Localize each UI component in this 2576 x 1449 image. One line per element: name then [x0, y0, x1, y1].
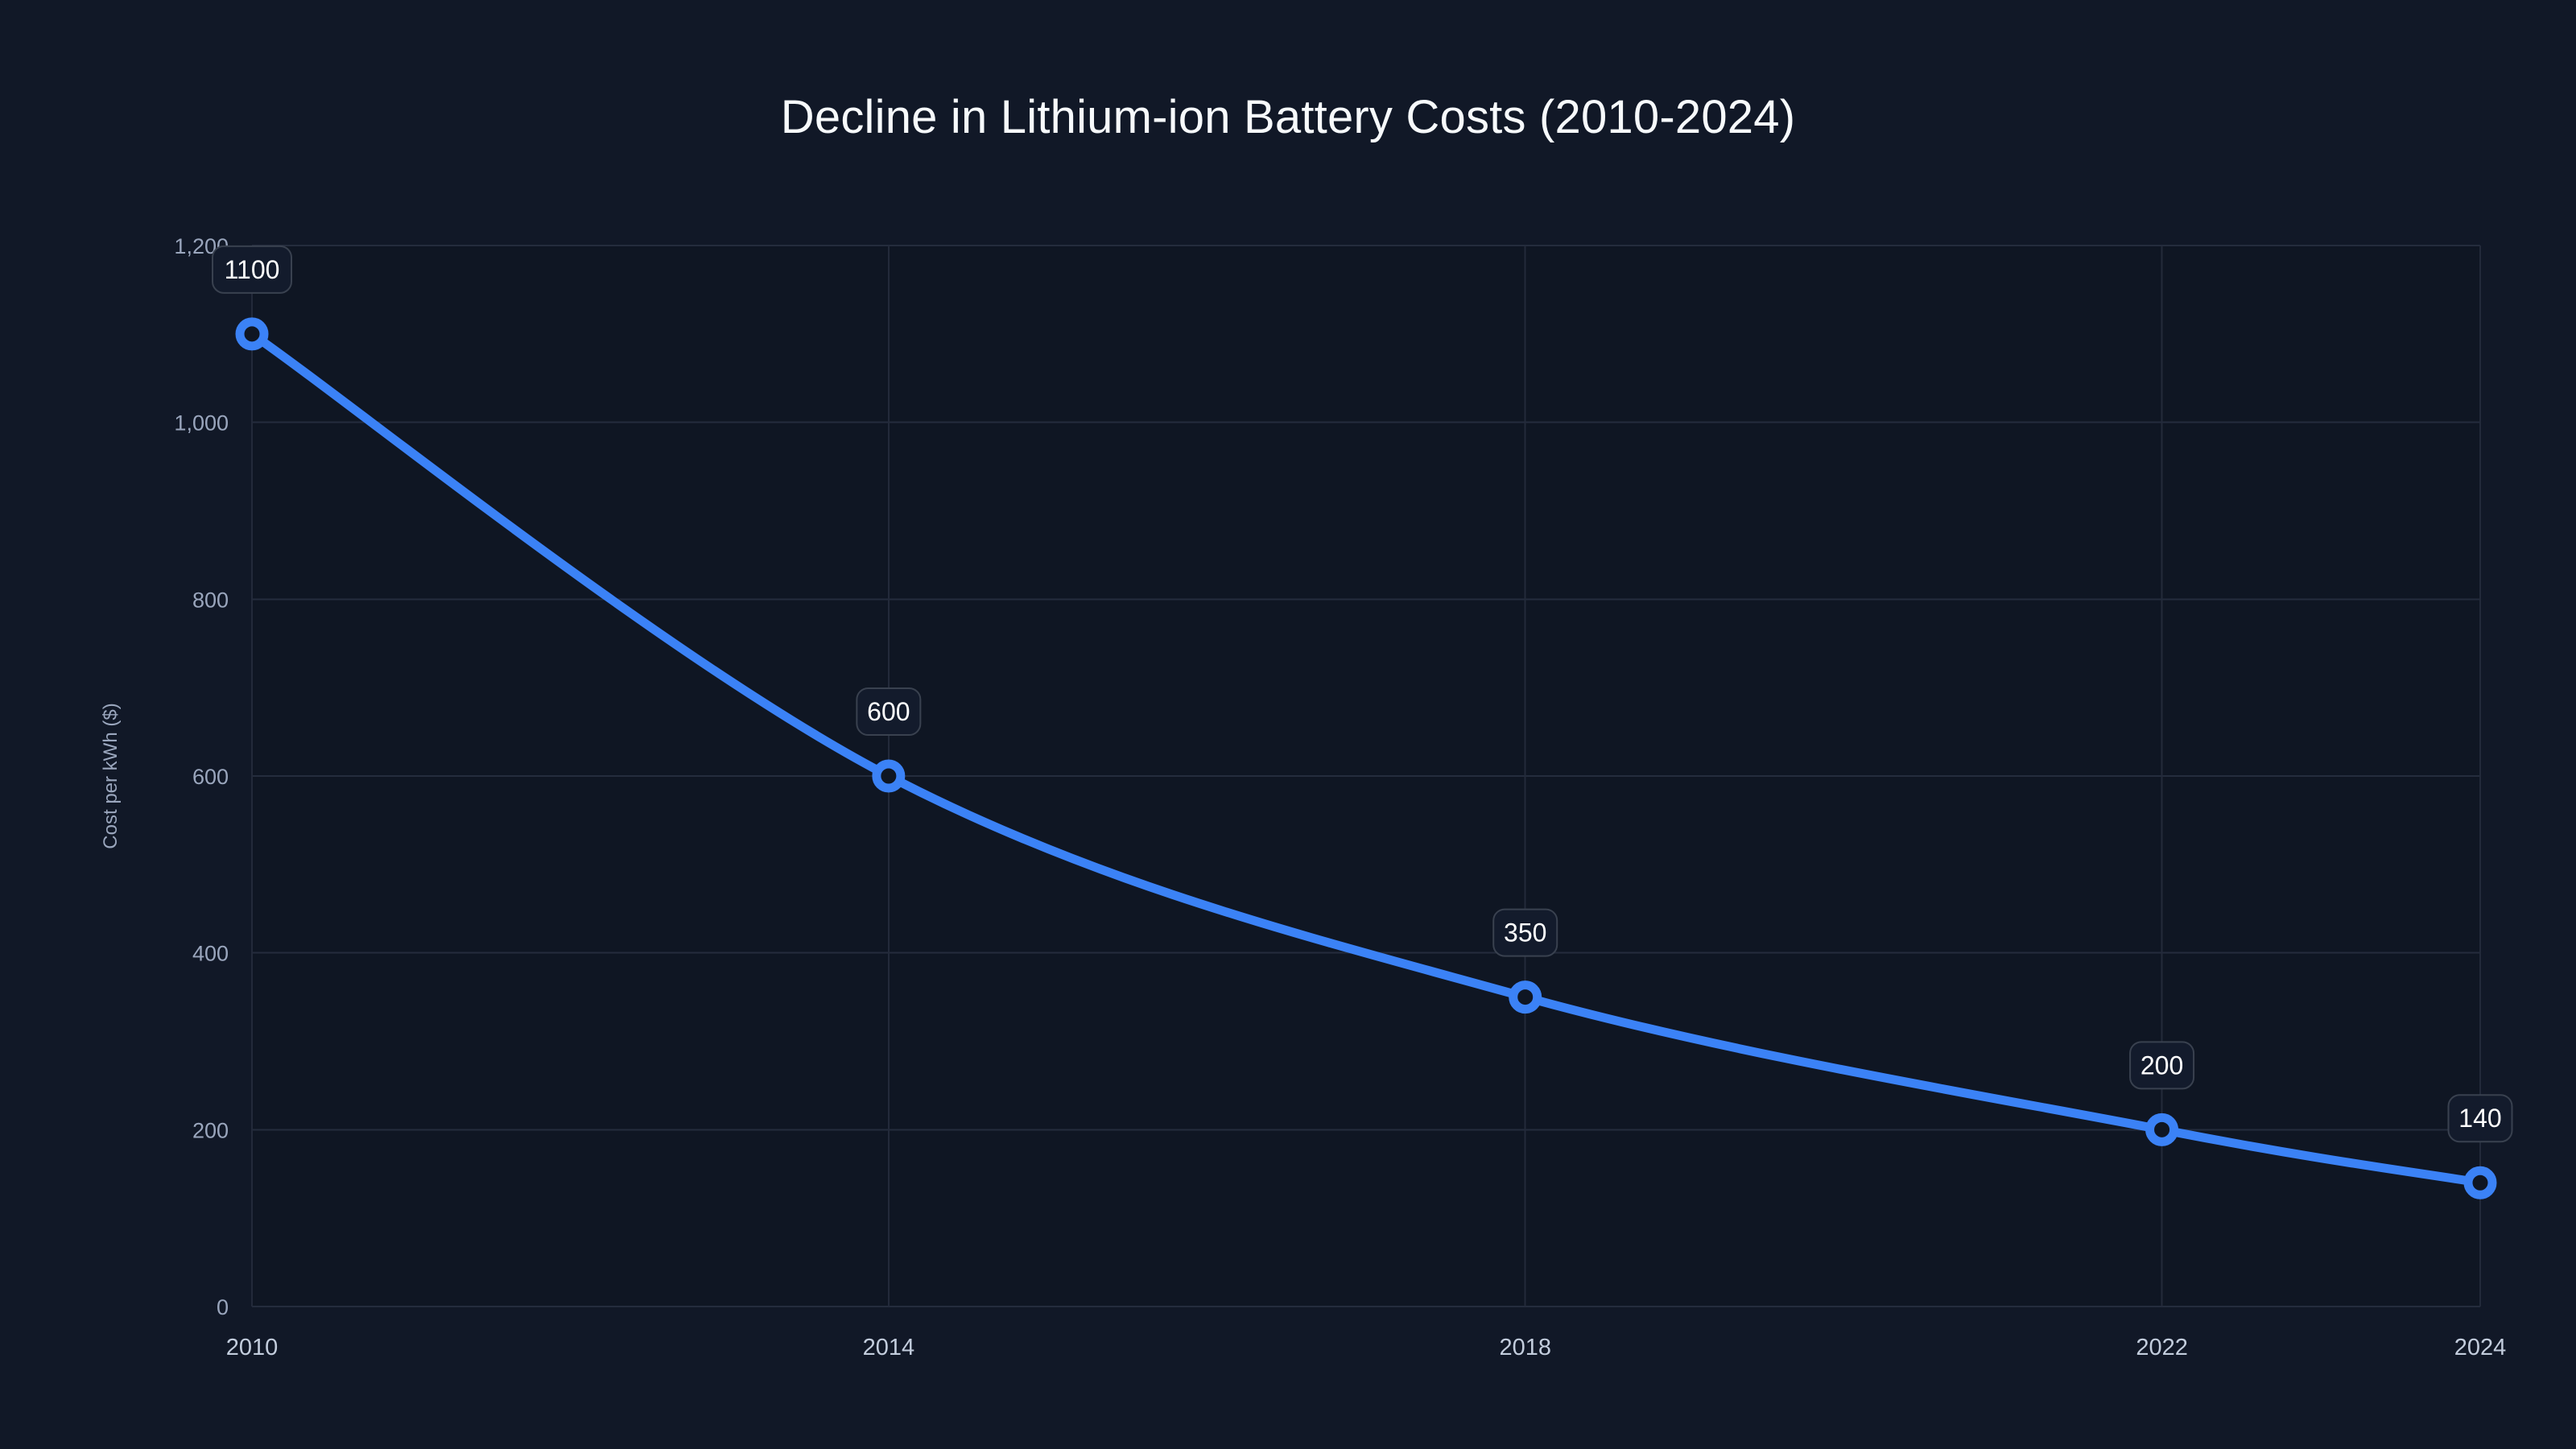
data-point-label: 350 [1492, 908, 1558, 957]
x-axis-tick-label: 2018 [1499, 1335, 1551, 1360]
data-point-labels: 1100 600 350 200 140 [212, 245, 2513, 1143]
data-point-markers[interactable] [235, 317, 2497, 1199]
marker-circle[interactable] [2463, 1166, 2497, 1199]
data-point-marker[interactable] [1509, 980, 1542, 1014]
marker-circle[interactable] [1509, 980, 1542, 1014]
data-point-label-text: 1100 [225, 255, 280, 284]
x-axis-tick-label: 2022 [2136, 1335, 2188, 1360]
y-axis-tick-label: 400 [192, 942, 229, 966]
data-point-label: 140 [2447, 1094, 2513, 1143]
data-point-label-badge [2129, 1041, 2195, 1090]
x-axis-tick-label: 2010 [226, 1335, 279, 1360]
data-point-marker[interactable] [2463, 1166, 2497, 1199]
data-point-label-text: 140 [2458, 1104, 2501, 1133]
y-axis-tick-label: 200 [192, 1118, 229, 1142]
x-axis-tick-labels: 2010 2014 2018 2022 2024 [226, 1335, 2507, 1360]
data-point-marker[interactable] [2145, 1113, 2179, 1146]
y-axis-tick-label: 600 [192, 765, 229, 789]
y-axis-tick-label: 1,000 [174, 411, 229, 436]
series-line-cost-per-kwh [247, 329, 2485, 1187]
y-axis-title: Cost per kWh ($) [100, 703, 122, 848]
x-axis-tick-label: 2024 [2454, 1335, 2507, 1360]
data-point-label: 1100 [212, 245, 292, 294]
marker-circle[interactable] [2145, 1113, 2179, 1146]
data-point-marker[interactable] [235, 317, 269, 351]
data-point-label-text: 350 [1504, 919, 1546, 947]
y-axis-tick-label: 800 [192, 588, 229, 612]
data-point-label-text: 600 [867, 697, 910, 726]
marker-circle[interactable] [235, 317, 269, 351]
x-axis-tick-label: 2014 [863, 1335, 915, 1360]
data-point-label-badge [212, 245, 292, 294]
marker-circle[interactable] [872, 759, 906, 793]
data-point-label-badge [1492, 908, 1558, 957]
y-axis-tick-label: 0 [217, 1295, 229, 1319]
data-point-label-badge [2447, 1094, 2513, 1143]
data-point-label-text: 200 [2140, 1051, 2183, 1080]
data-point-label: 200 [2129, 1041, 2195, 1090]
data-point-label: 600 [856, 687, 922, 736]
data-point-label-badge [856, 687, 922, 736]
data-point-marker[interactable] [872, 759, 906, 793]
page-title: Decline in Lithium-ion Battery Costs (20… [780, 91, 1796, 143]
